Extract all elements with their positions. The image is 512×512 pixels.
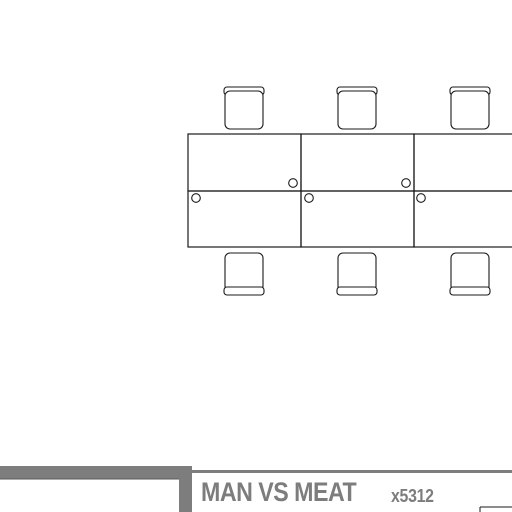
chair-icon[interactable] (223, 86, 265, 130)
room-number: x5312 (391, 486, 434, 506)
room-name: MAN VS MEAT (201, 477, 357, 507)
chair-icon[interactable] (449, 252, 491, 296)
wall-inner (192, 470, 512, 473)
grommet-icon (288, 178, 298, 188)
chairs-bottom-row (223, 252, 491, 296)
walls (0, 466, 512, 512)
chair-icon[interactable] (336, 86, 378, 130)
grommet-icon (416, 193, 426, 203)
chairs-top-row (223, 86, 491, 130)
grommet-icon (304, 193, 314, 203)
room-label: MAN VS MEAT x5312 (201, 477, 434, 512)
chair-icon[interactable] (223, 252, 265, 296)
grommet-icon (401, 178, 411, 188)
desk-grommets (191, 178, 426, 203)
chair-icon[interactable] (336, 252, 378, 296)
desk[interactable] (187, 190, 302, 248)
chair-icon[interactable] (449, 86, 491, 130)
wall-horizontal (0, 466, 192, 479)
desk[interactable] (413, 190, 512, 248)
desk[interactable] (300, 133, 415, 192)
desk-cluster (187, 133, 512, 248)
desk[interactable] (187, 133, 302, 192)
desk[interactable] (300, 190, 415, 248)
grommet-icon (191, 193, 201, 203)
desk[interactable] (413, 133, 512, 192)
wall-vertical (179, 472, 192, 512)
